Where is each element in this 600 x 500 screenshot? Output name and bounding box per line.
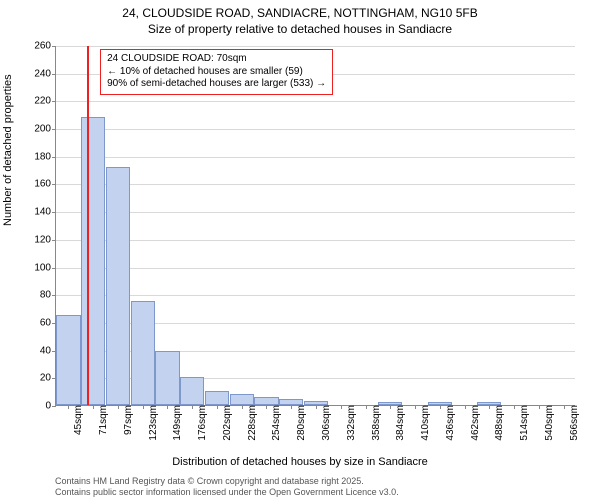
annotation-box: 24 CLOUDSIDE ROAD: 70sqm← 10% of detache…: [100, 49, 333, 95]
y-tick-label: 260: [34, 41, 56, 52]
grid-line: [56, 129, 575, 130]
grid-line: [56, 46, 575, 47]
x-tick-label: 540sqm: [539, 405, 555, 441]
x-tick-label: 280sqm: [291, 405, 307, 441]
x-tick-label: 228sqm: [242, 405, 258, 441]
x-tick-label: 176sqm: [192, 405, 208, 441]
x-tick-label: 384sqm: [390, 405, 406, 441]
annotation-line2: ← 10% of detached houses are smaller (59…: [107, 66, 326, 79]
x-tick-label: 97sqm: [118, 405, 134, 435]
x-tick-label: 436sqm: [440, 405, 456, 441]
histogram-bar: [180, 377, 204, 405]
y-tick-label: 80: [40, 290, 56, 301]
y-tick-label: 200: [34, 124, 56, 135]
grid-line: [56, 212, 575, 213]
chart-area: 02040608010012014016018020022024026045sq…: [55, 46, 575, 406]
x-tick-label: 45sqm: [68, 405, 84, 435]
x-axis-label: Distribution of detached houses by size …: [0, 456, 600, 468]
y-tick-label: 0: [45, 401, 56, 412]
histogram-bar: [56, 315, 80, 405]
histogram-bar: [155, 351, 179, 405]
y-tick-label: 180: [34, 151, 56, 162]
y-tick-label: 220: [34, 96, 56, 107]
histogram-bar: [230, 394, 254, 405]
grid-line: [56, 101, 575, 102]
y-tick-label: 120: [34, 234, 56, 245]
plot-area: 02040608010012014016018020022024026045sq…: [55, 46, 575, 406]
x-tick-label: 566sqm: [564, 405, 580, 441]
histogram-bar: [205, 391, 229, 405]
x-tick-label: 514sqm: [514, 405, 530, 441]
histogram-bar: [106, 167, 130, 405]
footer-attribution: Contains HM Land Registry data © Crown c…: [55, 476, 399, 498]
chart-title-line1: 24, CLOUDSIDE ROAD, SANDIACRE, NOTTINGHA…: [0, 6, 600, 22]
y-tick-label: 140: [34, 207, 56, 218]
y-axis-label: Number of detached properties: [2, 74, 14, 226]
x-tick-label: 462sqm: [465, 405, 481, 441]
histogram-bar: [81, 117, 105, 405]
x-tick-label: 332sqm: [341, 405, 357, 441]
annotation-line3: 90% of semi-detached houses are larger (…: [107, 78, 326, 91]
x-tick-label: 488sqm: [489, 405, 505, 441]
y-tick-label: 240: [34, 68, 56, 79]
x-tick-label: 358sqm: [366, 405, 382, 441]
chart-title-line2: Size of property relative to detached ho…: [0, 22, 600, 38]
y-tick-label: 40: [40, 345, 56, 356]
grid-line: [56, 295, 575, 296]
x-tick-label: 149sqm: [167, 405, 183, 441]
grid-line: [56, 157, 575, 158]
reference-line: [87, 46, 89, 405]
grid-line: [56, 240, 575, 241]
grid-line: [56, 184, 575, 185]
annotation-line1: 24 CLOUDSIDE ROAD: 70sqm: [107, 53, 326, 66]
x-tick-label: 123sqm: [143, 405, 159, 441]
histogram-bar: [254, 397, 278, 405]
grid-line: [56, 268, 575, 269]
y-tick-label: 160: [34, 179, 56, 190]
footer-line1: Contains HM Land Registry data © Crown c…: [55, 476, 399, 487]
histogram-bar: [131, 301, 155, 405]
y-tick-label: 60: [40, 317, 56, 328]
footer-line2: Contains public sector information licen…: [55, 487, 399, 498]
y-tick-label: 100: [34, 262, 56, 273]
x-tick-label: 410sqm: [415, 405, 431, 441]
title-block: 24, CLOUDSIDE ROAD, SANDIACRE, NOTTINGHA…: [0, 0, 600, 37]
y-tick-label: 20: [40, 373, 56, 384]
x-tick-label: 202sqm: [217, 405, 233, 441]
x-tick-label: 254sqm: [266, 405, 282, 441]
x-tick-label: 306sqm: [316, 405, 332, 441]
chart-container: 24, CLOUDSIDE ROAD, SANDIACRE, NOTTINGHA…: [0, 0, 600, 500]
x-tick-label: 71sqm: [93, 405, 109, 435]
